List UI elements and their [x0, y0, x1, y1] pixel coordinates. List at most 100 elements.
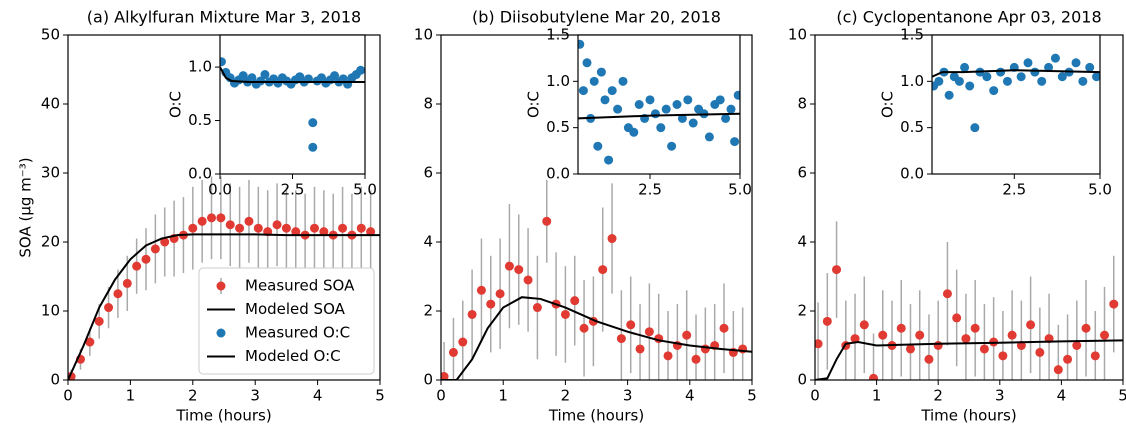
data-point: [458, 337, 468, 347]
data-point: [579, 323, 589, 333]
data-point: [954, 76, 964, 86]
data-point: [1002, 76, 1012, 86]
model-line: [578, 112, 740, 120]
data-point: [366, 227, 376, 237]
data-point: [235, 223, 245, 233]
x-tick-label: 0.0: [208, 181, 232, 199]
data-point: [878, 330, 888, 340]
data-point: [996, 67, 1006, 77]
y-tick-label: 8: [797, 95, 807, 113]
data-point: [1078, 76, 1088, 86]
data-point: [1007, 330, 1017, 340]
panel-title: (a) Alkylfuran Mixture Mar 3, 2018: [87, 8, 361, 27]
data-point: [721, 113, 731, 123]
x-tick-label: 4: [685, 387, 695, 405]
data-point: [291, 227, 301, 237]
x-tick-label: 3: [995, 387, 1005, 405]
y-tick-label: 8: [423, 95, 433, 113]
data-point: [667, 141, 677, 151]
y-tick-label: 0.5: [188, 111, 212, 129]
data-point: [934, 76, 944, 86]
y-tick-label: 30: [41, 164, 60, 182]
data-point: [160, 237, 170, 247]
data-point: [905, 344, 915, 354]
inset: 0.0 2.5 5.0 0.0 0.5 1.0O:C: [167, 34, 377, 199]
data-point: [832, 265, 842, 275]
x-tick-label: 4: [313, 387, 323, 405]
data-point: [661, 104, 671, 114]
data-point: [1035, 347, 1045, 357]
data-point: [1026, 320, 1036, 330]
y-tick-label: 1.5: [546, 26, 570, 44]
x-tick-label: 5: [375, 387, 385, 405]
data-point: [260, 70, 270, 80]
data-point: [726, 104, 736, 114]
data-point: [94, 316, 104, 326]
x-tick-label: 1: [498, 387, 508, 405]
plot-area: [68, 176, 380, 380]
data-point: [593, 141, 603, 151]
data-point: [319, 227, 329, 237]
data-point: [952, 313, 962, 323]
data-point: [560, 309, 570, 319]
y-axis-label: SOA (μg m⁻³): [17, 157, 35, 257]
y-tick-label: 0.0: [900, 165, 924, 183]
data-point: [104, 303, 114, 313]
data-point: [965, 81, 975, 91]
data-point: [915, 330, 925, 340]
x-tick-label: 0: [63, 387, 73, 405]
data-point: [532, 303, 542, 313]
x-tick-label: 0: [436, 387, 446, 405]
data-point: [607, 86, 617, 96]
x-tick-label: 2: [188, 387, 198, 405]
data-point: [644, 327, 654, 337]
data-point: [356, 223, 366, 233]
data-point: [607, 234, 617, 244]
panel-title: (c) Cyclopentanone Apr 03, 2018: [836, 8, 1101, 27]
data-point: [476, 285, 486, 295]
data-point: [308, 142, 318, 152]
data-point: [618, 76, 628, 86]
data-point: [998, 351, 1008, 361]
data-point: [1023, 58, 1033, 68]
data-point: [683, 95, 693, 105]
data-point: [247, 73, 257, 83]
data-point: [1100, 330, 1110, 340]
model-line: [932, 69, 1100, 78]
data-point: [197, 216, 207, 226]
x-axis-label: Time (hours): [175, 407, 271, 425]
data-point: [141, 254, 151, 264]
data-point: [1071, 58, 1081, 68]
data-point: [656, 123, 666, 133]
data-point: [1053, 365, 1063, 375]
data-point: [523, 275, 533, 285]
axes-frame: [931, 34, 1101, 175]
model-line: [220, 66, 365, 84]
data-point: [495, 289, 505, 299]
y-tick-label: 2: [423, 302, 433, 320]
data-point: [600, 95, 610, 105]
data-point: [1044, 62, 1054, 72]
x-tick-label: 3: [250, 387, 260, 405]
data-point: [1057, 72, 1067, 82]
data-point: [970, 123, 980, 133]
data-point: [514, 265, 524, 275]
data-point: [356, 65, 365, 75]
x-tick-label: 5: [1118, 387, 1126, 405]
x-tick-label: 5.0: [353, 181, 377, 199]
y-tick-label: 1.0: [900, 72, 924, 90]
data-point: [815, 339, 823, 349]
data-point: [924, 354, 934, 364]
y-tick-label: 0: [423, 371, 433, 389]
inset: 2.5 5.0 0.0 0.5 1.0 1.5 O:C: [525, 26, 752, 199]
data-point: [961, 334, 971, 344]
model-line: [68, 233, 380, 380]
data-point: [1037, 76, 1047, 86]
x-tick-label: 1: [872, 387, 882, 405]
data-point: [1081, 323, 1091, 333]
inset-background: [220, 35, 365, 174]
data-point: [645, 95, 655, 105]
y-tick-label: 0: [797, 371, 807, 389]
data-point: [1072, 341, 1082, 350]
